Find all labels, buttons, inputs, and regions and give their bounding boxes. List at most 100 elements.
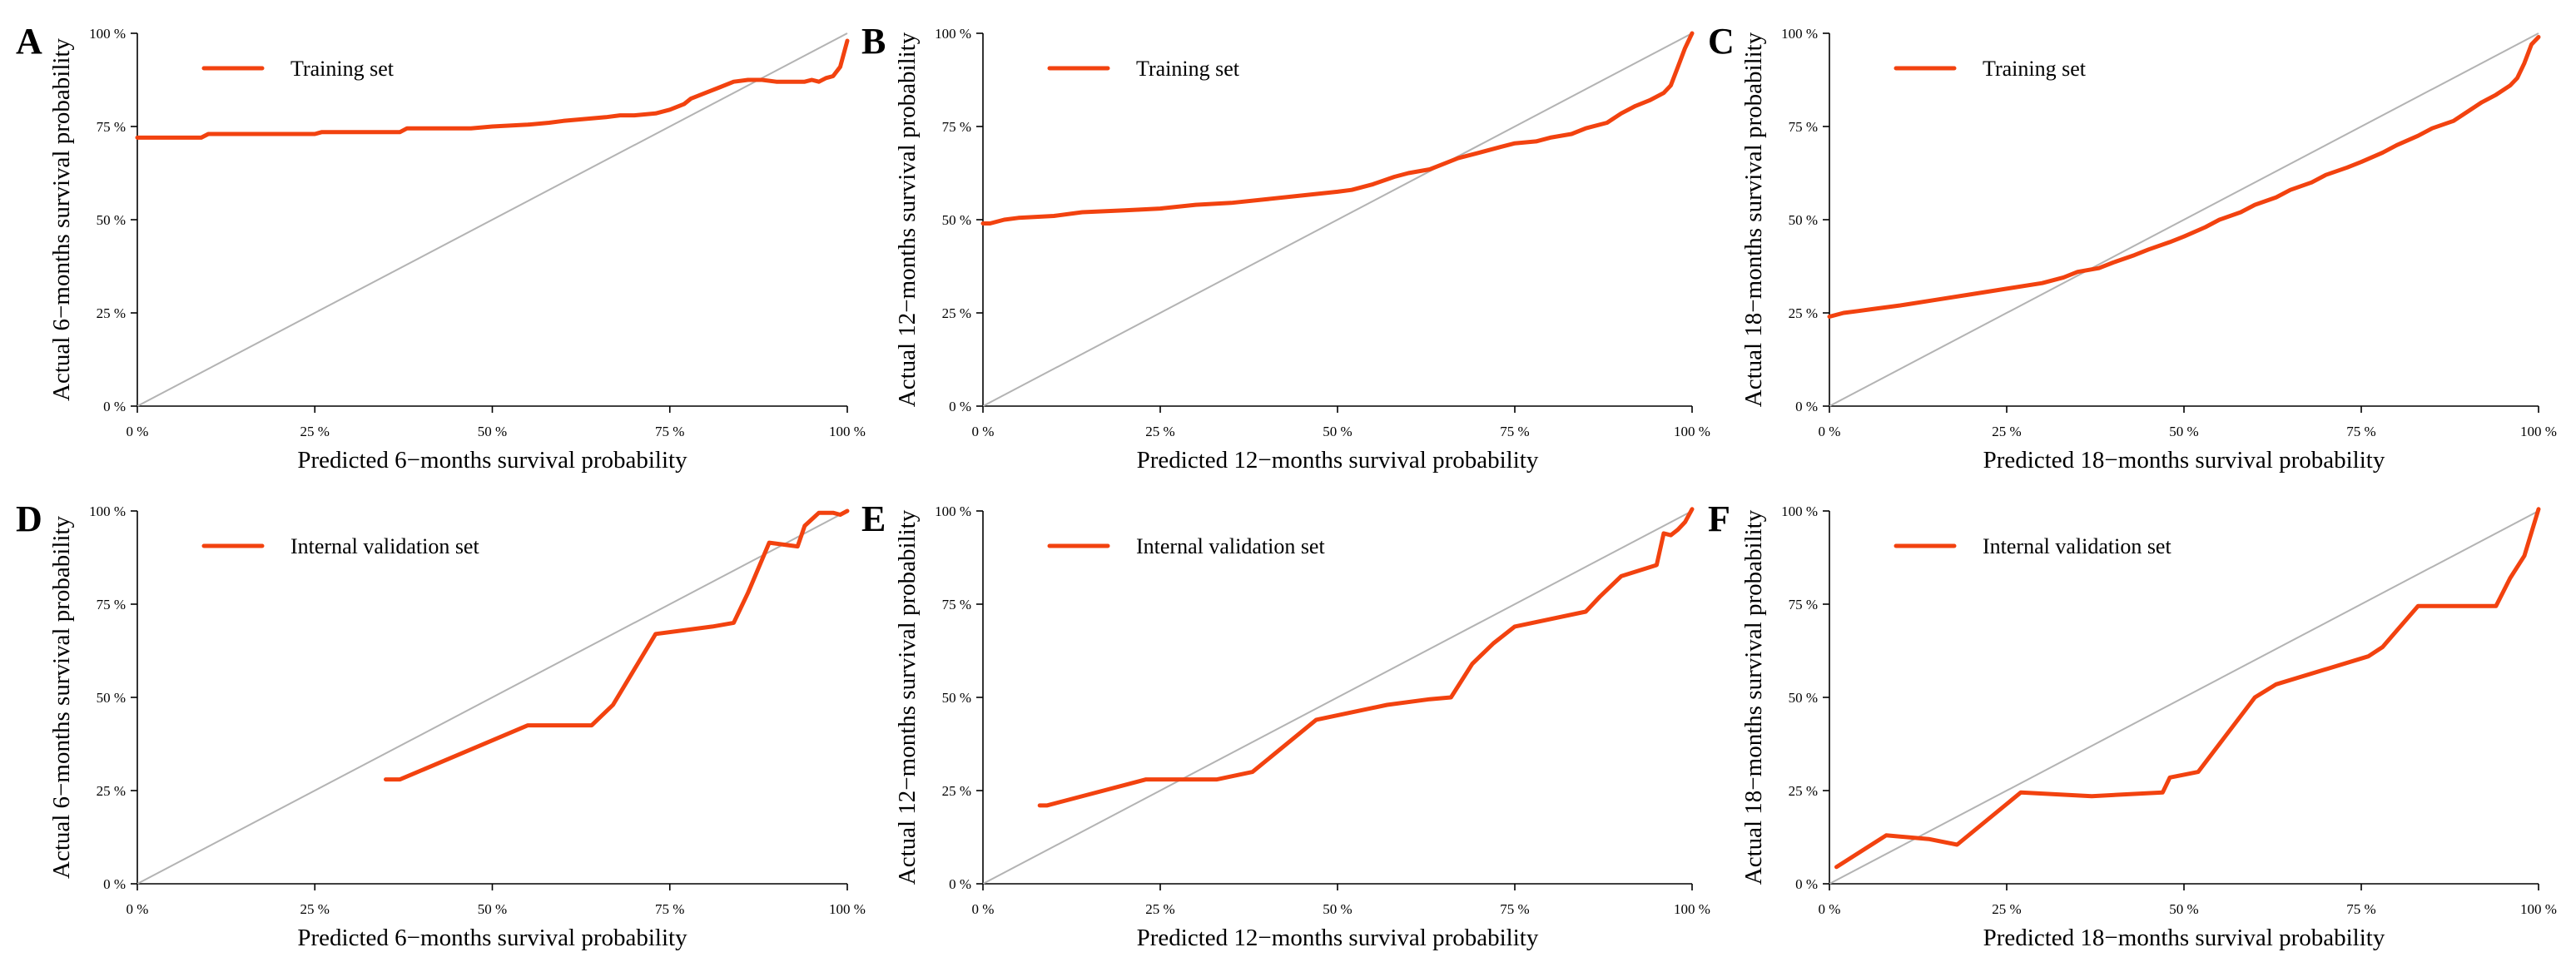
x-tick-label: 75 % (1500, 901, 1529, 917)
legend-label: Training set (1983, 57, 2087, 81)
reference-diagonal-line (136, 510, 848, 885)
x-tick-label: 50 % (478, 901, 507, 917)
y-tick-label: 0 % (1795, 876, 1818, 892)
x-tick-label: 25 % (300, 424, 330, 439)
y-tick-label: 100 % (89, 26, 126, 42)
y-axis-label: Actual 18−months survival probability (1740, 32, 1767, 407)
x-axis-label: Predicted 12−months survival probability (1137, 447, 1539, 474)
y-tick-label: 0 % (103, 876, 126, 892)
y-axis-label: Actual 6−months survival probability (48, 516, 75, 879)
y-tick-label: 75 % (97, 597, 126, 612)
calibration-curve (1827, 35, 2541, 319)
panel-letter-d: D (16, 498, 42, 539)
y-axis-label: Actual 18−months survival probability (1740, 509, 1767, 885)
x-tick-label: 75 % (1500, 424, 1529, 439)
legend-label: Training set (290, 57, 395, 81)
panel-f: F 0 % 25 % 50 % 75 % 100 % 0 % 25 % 50 % 75 % 100 … (1708, 498, 2557, 951)
x-tick-label: 0 % (1819, 424, 1841, 439)
y-tick-label: 100 % (89, 503, 126, 519)
y-axis-label: Actual 12−months survival probability (894, 32, 921, 407)
x-axis-label: Predicted 6−months survival probability (297, 447, 687, 474)
reference-diagonal-line (982, 32, 1693, 407)
y-tick-label: 25 % (97, 305, 126, 321)
x-tick-label: 75 % (2346, 901, 2375, 917)
x-tick-label: 100 % (2520, 424, 2557, 439)
legend-label: Internal validation set (1136, 534, 1325, 558)
y-tick-label: 50 % (942, 690, 971, 706)
x-tick-label: 0 % (972, 424, 995, 439)
y-tick-label: 75 % (1789, 119, 1818, 135)
y-tick-label: 50 % (942, 212, 971, 228)
y-tick-label: 75 % (97, 119, 126, 135)
x-tick-label: 0 % (127, 424, 149, 439)
x-tick-label: 0 % (972, 901, 995, 917)
calibration-curve (1834, 507, 2541, 870)
y-tick-label: 25 % (1789, 305, 1818, 321)
x-tick-label: 75 % (655, 424, 684, 439)
panel-letter-a: A (16, 21, 42, 62)
y-tick-label: 100 % (1781, 503, 1818, 519)
x-tick-label: 25 % (1992, 424, 2021, 439)
y-tick-label: 100 % (935, 503, 971, 519)
panel-letter-b: B (861, 21, 886, 62)
y-tick-label: 0 % (1795, 399, 1818, 414)
x-tick-label: 0 % (1819, 901, 1841, 917)
panel-d: D 0 % 25 % 50 % 75 % 100 % 0 % 25 % 50 % 75 % 100 … (16, 498, 866, 951)
y-tick-label: 100 % (935, 26, 971, 42)
y-tick-label: 25 % (942, 305, 971, 321)
reference-diagonal-line (1829, 32, 2539, 407)
x-tick-label: 100 % (829, 901, 866, 917)
y-tick-label: 0 % (949, 876, 971, 892)
x-tick-label: 25 % (300, 901, 330, 917)
reference-diagonal-line (1829, 510, 2539, 885)
y-tick-label: 0 % (949, 399, 971, 414)
reference-diagonal-line (136, 32, 848, 407)
x-tick-label: 25 % (1145, 901, 1174, 917)
x-tick-label: 100 % (1674, 424, 1710, 439)
y-tick-label: 50 % (1789, 212, 1818, 228)
y-axis-label: Actual 6−months survival probability (48, 38, 75, 401)
y-tick-label: 25 % (97, 783, 126, 799)
y-tick-label: 50 % (97, 690, 126, 706)
y-tick-label: 50 % (97, 212, 126, 228)
calibration-curve (384, 508, 850, 782)
x-tick-label: 50 % (2169, 901, 2198, 917)
y-tick-label: 75 % (942, 597, 971, 612)
panel-b: B 0 % 25 % 50 % 75 % 100 % 0 % 25 % 50 % 75 % 100 … (861, 21, 1710, 474)
x-tick-label: 75 % (655, 901, 684, 917)
y-tick-label: 75 % (942, 119, 971, 135)
x-tick-label: 100 % (1674, 901, 1710, 917)
x-tick-label: 0 % (127, 901, 149, 917)
x-tick-label: 25 % (1992, 901, 2021, 917)
x-tick-label: 50 % (478, 424, 507, 439)
x-axis-label: Predicted 18−months survival probability (1983, 447, 2385, 474)
panel-c: C 0 % 25 % 50 % 75 % 100 % 0 % 25 % 50 % 75 % 100 … (1708, 21, 2557, 474)
calibration-curve (980, 31, 1695, 226)
x-tick-label: 25 % (1145, 424, 1174, 439)
panel-a: A 0 % 25 % 50 % 75 % 100 % 0 % 25 % 50 % 75 % 100 … (16, 21, 866, 474)
y-axis-label: Actual 12−months survival probability (894, 509, 921, 885)
reference-diagonal-line (982, 510, 1693, 885)
x-tick-label: 75 % (2346, 424, 2375, 439)
x-axis-label: Predicted 12−months survival probability (1137, 925, 1539, 951)
y-tick-label: 25 % (942, 783, 971, 799)
x-tick-label: 50 % (1323, 424, 1352, 439)
y-tick-label: 25 % (1789, 783, 1818, 799)
x-tick-label: 50 % (1323, 901, 1352, 917)
panel-letter-c: C (1708, 21, 1735, 62)
calibration-curve (135, 38, 850, 140)
y-tick-label: 75 % (1789, 597, 1818, 612)
x-tick-label: 50 % (2169, 424, 2198, 439)
x-tick-label: 100 % (2520, 901, 2557, 917)
y-tick-label: 0 % (103, 399, 126, 414)
y-tick-label: 100 % (1781, 26, 1818, 42)
y-tick-label: 50 % (1789, 690, 1818, 706)
panel-e: E 0 % 25 % 50 % 75 % 100 % 0 % 25 % 50 % 75 % 100 … (861, 498, 1710, 951)
legend-label: Internal validation set (290, 534, 479, 558)
x-axis-label: Predicted 18−months survival probability (1983, 925, 2385, 951)
x-tick-label: 100 % (829, 424, 866, 439)
calibration-curve (1037, 507, 1695, 808)
legend-label: Training set (1136, 57, 1240, 81)
x-axis-label: Predicted 6−months survival probability (297, 925, 687, 951)
